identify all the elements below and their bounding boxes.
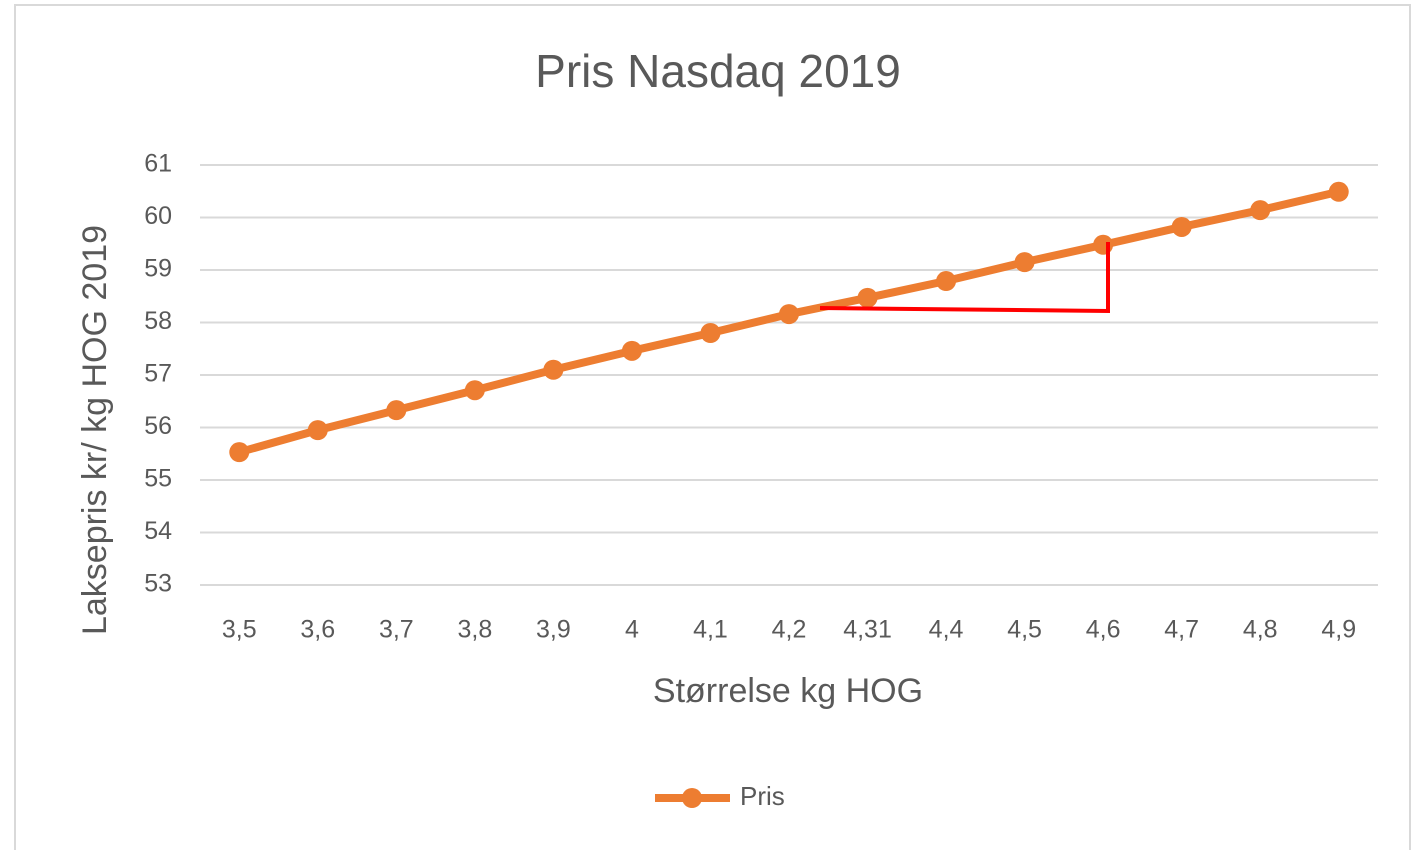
data-point [1328, 181, 1349, 202]
data-point [1093, 234, 1114, 255]
y-tick-label: 54 [144, 517, 172, 545]
data-point [1014, 252, 1035, 273]
x-tick-label: 4,7 [1164, 616, 1199, 644]
legend-marker [682, 788, 702, 808]
x-tick-label: 3,7 [379, 616, 414, 644]
y-tick-label: 61 [144, 150, 172, 178]
x-tick-label: 3,6 [300, 616, 335, 644]
data-point [386, 400, 407, 421]
x-tick-label: 4 [625, 616, 639, 644]
data-point [543, 359, 564, 380]
x-tick-label: 4,31 [843, 616, 892, 644]
x-tick-label: 4,1 [693, 616, 728, 644]
data-point [1250, 200, 1271, 221]
y-tick-label: 53 [144, 570, 172, 598]
y-tick-label: 58 [144, 307, 172, 335]
y-axis-label: Laksepris kr/ kg HOG 2019 [76, 225, 114, 635]
data-point [229, 442, 250, 463]
y-tick-label: 57 [144, 360, 172, 388]
data-point [307, 420, 328, 441]
x-tick-label: 3,8 [457, 616, 492, 644]
legend-label: Pris [740, 781, 785, 811]
x-tick-label: 4,6 [1086, 616, 1121, 644]
y-tick-label: 56 [144, 412, 172, 440]
x-tick-label: 4,5 [1007, 616, 1042, 644]
x-tick-label: 3,9 [536, 616, 571, 644]
data-point [464, 380, 485, 401]
data-point [936, 271, 957, 292]
x-tick-label: 3,5 [222, 616, 257, 644]
data-point [700, 323, 721, 343]
y-tick-label: 60 [144, 202, 172, 230]
y-tick-label: 55 [144, 465, 172, 493]
data-point [1171, 216, 1192, 237]
data-point [779, 304, 799, 325]
x-tick-label: 4,9 [1321, 616, 1356, 644]
y-tick-label: 59 [144, 255, 172, 283]
data-point [621, 340, 642, 361]
x-axis-label: Størrelse kg HOG [653, 672, 923, 710]
data-point [857, 287, 878, 308]
x-tick-label: 4,8 [1243, 616, 1278, 644]
chart-title: Pris Nasdaq 2019 [535, 45, 901, 97]
slope-annotation [819, 242, 1110, 314]
x-tick-label: 4,4 [929, 616, 964, 644]
x-tick-label: 4,2 [772, 616, 807, 644]
